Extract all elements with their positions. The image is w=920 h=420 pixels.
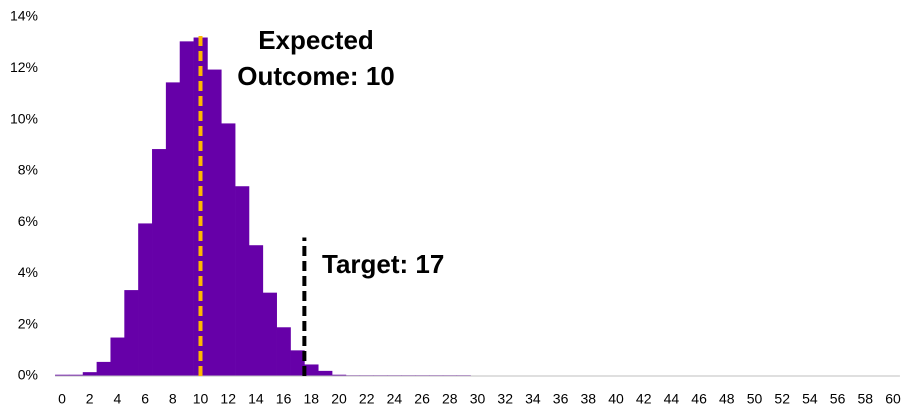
annotation-text: Expected [258, 25, 374, 55]
annotation-text: Outcome: 10 [237, 61, 395, 91]
x-tick-label: 40 [608, 391, 624, 407]
bar [332, 374, 347, 376]
bar [138, 223, 153, 376]
x-tick-label: 6 [141, 391, 149, 407]
x-tick-label: 4 [114, 391, 122, 407]
x-tick-label: 20 [331, 391, 347, 407]
x-tick-label: 32 [497, 391, 513, 407]
x-tick-label: 26 [414, 391, 430, 407]
y-tick-label: 12% [10, 59, 38, 75]
x-tick-label: 22 [359, 391, 375, 407]
x-tick-label: 42 [636, 391, 652, 407]
x-tick-label: 58 [858, 391, 874, 407]
x-tick-label: 48 [719, 391, 735, 407]
bar [248, 245, 264, 376]
x-tick-label: 18 [304, 391, 320, 407]
bar [179, 41, 194, 376]
x-tick-label: 36 [553, 391, 569, 407]
x-tick-label: 28 [442, 391, 458, 407]
bar [96, 361, 111, 376]
y-tick-label: 2% [18, 315, 38, 331]
x-tick-label: 16 [276, 391, 292, 407]
bar [207, 69, 222, 376]
x-tick-label: 30 [470, 391, 486, 407]
bar [68, 374, 84, 376]
bar [82, 372, 97, 376]
y-tick-label: 0% [18, 367, 38, 383]
bar [124, 290, 139, 376]
x-tick-label: 14 [248, 391, 264, 407]
x-tick-label: 60 [885, 391, 901, 407]
bar [262, 292, 277, 376]
bar [304, 364, 319, 376]
bar [165, 82, 181, 376]
y-tick-label: 14% [10, 8, 38, 24]
x-tick-label: 24 [387, 391, 403, 407]
bar [221, 123, 236, 377]
bar [235, 186, 250, 376]
x-tick-label: 34 [525, 391, 541, 407]
x-tick-label: 12 [220, 391, 236, 407]
x-tick-label: 54 [802, 391, 818, 407]
x-tick-label: 2 [86, 391, 94, 407]
bar [152, 149, 167, 376]
x-tick-label: 52 [774, 391, 790, 407]
x-tick-label: 44 [664, 391, 680, 407]
annotation-text: Target: 17 [322, 249, 444, 279]
x-tick-label: 46 [691, 391, 707, 407]
bar [110, 337, 125, 376]
y-tick-label: 8% [18, 162, 38, 178]
bar [318, 370, 333, 376]
x-tick-label: 0 [58, 391, 66, 407]
x-tick-label: 50 [747, 391, 763, 407]
y-tick-label: 10% [10, 110, 38, 126]
bar [290, 350, 305, 376]
y-tick-label: 4% [18, 264, 38, 280]
x-tick-label: 10 [193, 391, 209, 407]
x-tick-label: 8 [169, 391, 177, 407]
y-tick-label: 6% [18, 213, 38, 229]
bar [55, 374, 70, 376]
x-tick-label: 38 [581, 391, 597, 407]
bar [276, 327, 291, 376]
x-tick-label: 56 [830, 391, 846, 407]
